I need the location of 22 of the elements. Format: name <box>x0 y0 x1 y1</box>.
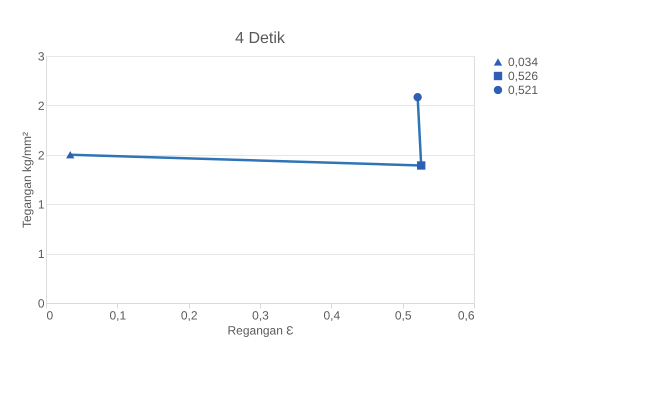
x-tick-label: 0,4 <box>323 308 340 322</box>
legend-label: 0,034 <box>508 55 538 69</box>
y-tick-label: 3 <box>38 50 45 64</box>
x-axis-title: Regangan Ɛ <box>228 324 294 338</box>
x-tick-label: 0,1 <box>109 308 126 322</box>
y-axis-title: Tegangan kg/mm² <box>20 132 34 228</box>
point <box>413 92 422 102</box>
x-tick-label: 0 <box>46 308 54 322</box>
point <box>66 151 74 158</box>
legend-label: 0,521 <box>508 83 538 97</box>
y-tick-label: 0 <box>38 296 45 310</box>
x-tick-label: 0,3 <box>252 308 270 322</box>
x-tick-label: 0,6 <box>458 308 475 322</box>
y-tick-label: 2 <box>38 148 45 162</box>
x-tick-label: 0,5 <box>394 308 412 322</box>
chart-title: 4 Detik <box>235 30 286 47</box>
y-tick-label: 1 <box>38 247 45 262</box>
x-tick-label: 0,2 <box>180 308 198 322</box>
y-tick-label: 1 <box>38 198 45 212</box>
legend-label: 0,526 <box>508 69 538 83</box>
y-tick-label: 2 <box>38 98 45 113</box>
point <box>417 161 426 170</box>
